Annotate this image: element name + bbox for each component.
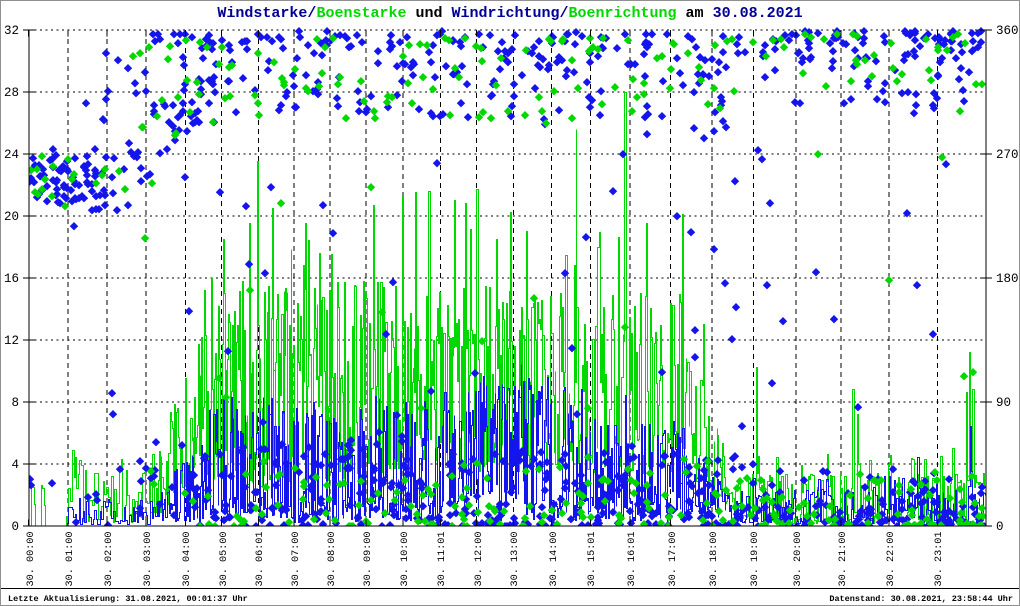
svg-text:30. 15:01: 30. 15:01 xyxy=(587,531,598,586)
svg-text:30. 13:00: 30. 13:00 xyxy=(510,531,521,586)
svg-text:30. 02:00: 30. 02:00 xyxy=(104,531,115,586)
svg-text:30. 19:00: 30. 19:00 xyxy=(750,531,761,586)
svg-text:30. 09:00: 30. 09:00 xyxy=(363,531,374,586)
svg-text:270: 270 xyxy=(996,148,1019,162)
svg-text:Datenstand: 30.08.2021, 23:58:: Datenstand: 30.08.2021, 23:58:44 Uhr xyxy=(829,594,1013,604)
svg-text:30. 08:00: 30. 08:00 xyxy=(327,531,338,586)
svg-text:30. 06:01: 30. 06:01 xyxy=(255,531,266,586)
svg-text:30. 22:00: 30. 22:00 xyxy=(886,531,897,586)
svg-text:360: 360 xyxy=(996,24,1019,38)
svg-text:28: 28 xyxy=(4,86,19,100)
svg-text:20: 20 xyxy=(4,210,19,224)
svg-text:180: 180 xyxy=(996,272,1019,286)
svg-text:0: 0 xyxy=(11,520,19,534)
svg-text:30. 00:00: 30. 00:00 xyxy=(26,531,37,586)
svg-text:90: 90 xyxy=(996,396,1011,410)
svg-text:30. 10:00: 30. 10:00 xyxy=(400,531,411,586)
svg-text:30. 16:01: 30. 16:01 xyxy=(627,531,638,586)
svg-text:30. 14:00: 30. 14:00 xyxy=(549,531,560,586)
svg-text:0: 0 xyxy=(996,520,1004,534)
svg-text:30. 12:00: 30. 12:00 xyxy=(474,531,485,586)
svg-text:30. 20:00: 30. 20:00 xyxy=(793,531,804,586)
svg-text:16: 16 xyxy=(4,272,19,286)
svg-text:30. 07:00: 30. 07:00 xyxy=(291,531,302,586)
svg-text:30. 05:00: 30. 05:00 xyxy=(219,531,230,586)
svg-text:30. 03:00: 30. 03:00 xyxy=(143,531,154,586)
svg-text:30. 04:00: 30. 04:00 xyxy=(182,531,193,586)
svg-text:12: 12 xyxy=(4,334,19,348)
svg-text:30. 11:01: 30. 11:01 xyxy=(437,531,448,586)
svg-text:30. 18:00: 30. 18:00 xyxy=(709,531,720,586)
svg-text:30. 01:00: 30. 01:00 xyxy=(65,531,76,586)
svg-text:32: 32 xyxy=(4,24,19,38)
svg-text:30. 23:01: 30. 23:01 xyxy=(934,531,945,586)
svg-text:Letzte Aktualisierung: 31.08.2: Letzte Aktualisierung: 31.08.2021, 00:01… xyxy=(8,594,248,604)
svg-text:30. 17:00: 30. 17:00 xyxy=(668,531,679,586)
svg-text:24: 24 xyxy=(4,148,19,162)
svg-text:Windstarke/Boenstarke und Wind: Windstarke/Boenstarke und Windrichtung/B… xyxy=(217,5,802,22)
svg-text:4: 4 xyxy=(11,458,19,472)
svg-text:30. 21:00: 30. 21:00 xyxy=(838,531,849,586)
svg-text:8: 8 xyxy=(11,396,19,410)
